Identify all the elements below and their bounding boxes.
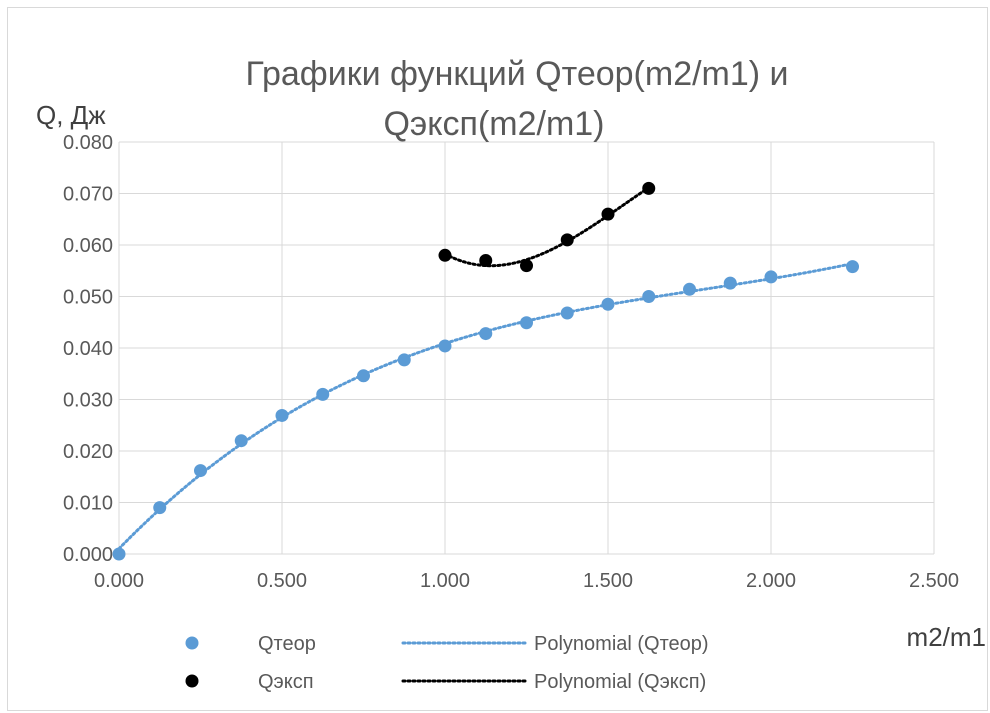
data-point [397,353,411,367]
data-point [560,306,574,320]
data-point [357,369,370,383]
tick-labels: 0.000 0.010 0.020 0.030 0.040 0.050 0.060 0.070… [63,132,959,592]
data-points [112,181,859,561]
data-point [479,253,493,267]
y-tick-label: 0.080 [63,132,113,154]
trendlines [117,186,854,551]
data-point [153,501,167,515]
data-point [683,282,696,296]
y-tick-label: 0.060 [63,235,113,257]
legend-label: Polynomial (Qтеор) [534,633,709,655]
x-tick-label: 1.500 [583,570,633,592]
y-tick-label: 0.000 [63,544,113,566]
trendline [117,262,854,551]
y-tick-label: 0.010 [63,493,113,515]
data-point [234,434,248,448]
data-point [642,181,656,195]
chart-title-line-1: Графики функций Qтеор(m2/m1) и [245,55,788,93]
x-tick-label: 0.500 [257,570,307,592]
data-point [316,387,330,401]
legend-label: Qтеор [258,633,316,655]
legend-marker [185,636,199,650]
y-axis-title: Q, Дж [36,100,106,130]
data-point [764,270,778,284]
y-tick-label: 0.050 [63,287,113,309]
x-tick-label: 1.000 [420,570,470,592]
data-point [560,233,574,247]
data-point [846,260,859,274]
x-axis-title: m2/m1 [907,622,986,652]
y-tick-label: 0.040 [63,338,113,360]
data-point [112,547,126,561]
data-point [520,316,533,330]
y-tick-label: 0.070 [63,184,113,206]
x-tick-label: 2.500 [909,570,959,592]
data-point [723,276,737,290]
legend-label: Qэксп [258,671,314,693]
chart-title-line-2: Qэксп(m2/m1) [383,105,604,143]
x-tick-label: 0.000 [94,570,144,592]
grid-lines [118,141,935,555]
data-point [642,290,656,303]
data-point [438,339,452,353]
data-point [520,259,533,273]
data-point [194,464,207,478]
y-tick-label: 0.030 [63,390,113,412]
data-point [479,327,493,341]
chart-border [7,7,988,711]
data-point [601,297,615,311]
data-point [275,408,289,422]
trendline [443,186,651,268]
legend-label: Polynomial (Qэксп) [534,671,706,693]
legend: Qтеор Polynomial (Qтеор) Qэксп Polynomial (… [185,633,709,693]
y-tick-label: 0.020 [63,441,113,463]
x-tick-label: 2.000 [746,570,796,592]
legend-marker [185,674,199,688]
data-point [601,207,615,221]
data-point [438,248,452,262]
